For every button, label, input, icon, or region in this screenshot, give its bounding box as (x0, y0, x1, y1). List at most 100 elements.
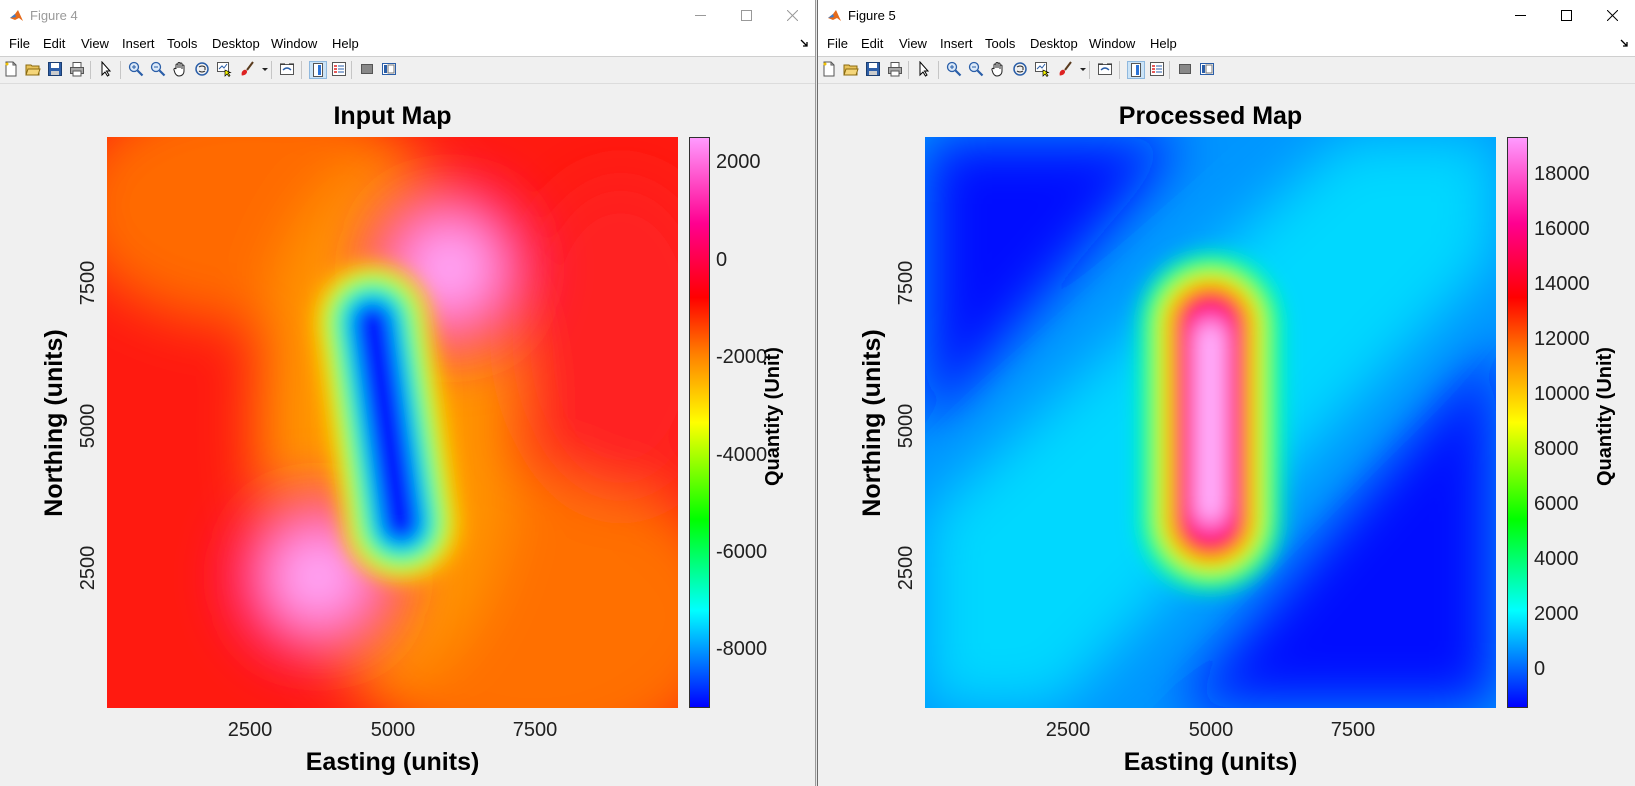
heatmap-region (925, 137, 1185, 437)
menu-edit[interactable]: Edit (43, 36, 66, 51)
zoom-out-icon[interactable] (968, 61, 986, 79)
menu-insert[interactable]: Insert (940, 36, 973, 51)
pan-icon[interactable] (172, 61, 190, 79)
colorbar-tick: 8000 (1534, 438, 1579, 460)
colorbar-tick: 0 (716, 249, 728, 271)
colorbar-tick: 4000 (1534, 548, 1579, 570)
data-cursor-icon[interactable] (216, 61, 234, 79)
save-icon[interactable] (47, 61, 65, 79)
menu-view[interactable]: View (81, 36, 109, 51)
open-file-icon[interactable] (25, 61, 43, 79)
new-file-icon[interactable] (821, 61, 839, 79)
colorbar-gradient (1508, 138, 1527, 707)
x-axis-label: Easting (units) (1123, 748, 1298, 776)
zoom-in-icon[interactable] (946, 61, 964, 79)
edit-plot-icon[interactable] (916, 61, 934, 79)
colorbar-label: Quantity (Unit) (762, 347, 784, 486)
plot-title: Processed Map (1118, 102, 1303, 130)
menu-help[interactable]: Help (332, 36, 359, 51)
figure-5-window: Figure 5 File Edit View Insert Tools Des… (817, 0, 1635, 786)
heatmap-region (520, 176, 678, 497)
menu-window[interactable]: Window (271, 36, 318, 51)
menu-bar: File Edit View Insert Tools Desktop Wind… (818, 31, 1635, 57)
menu-tools[interactable]: Tools (167, 36, 198, 51)
hide-plot-tools-icon[interactable] (1177, 61, 1195, 79)
colorbar-tick: 6000 (1534, 493, 1579, 515)
menu-file[interactable]: File (827, 36, 848, 51)
toolbar-separator (351, 61, 352, 79)
minimize-button[interactable] (677, 0, 723, 31)
dock-arrow-icon[interactable] (799, 37, 809, 49)
save-icon[interactable] (865, 61, 883, 79)
show-plot-tools-icon[interactable] (1199, 61, 1217, 79)
menu-window[interactable]: Window (1089, 36, 1136, 51)
menu-help[interactable]: Help (1150, 36, 1177, 51)
menu-insert[interactable]: Insert (122, 36, 155, 51)
insert-colorbar-icon[interactable] (309, 61, 327, 79)
toolbar-separator (1119, 61, 1120, 79)
colorbar[interactable] (689, 137, 710, 708)
zoom-out-icon[interactable] (150, 61, 168, 79)
link-plot-icon[interactable] (1097, 61, 1115, 79)
toolbar-separator (271, 61, 272, 79)
close-button[interactable] (769, 0, 815, 31)
brush-dropdown-icon[interactable] (1075, 61, 1086, 79)
new-file-icon[interactable] (3, 61, 21, 79)
colorbar-tick: -2000 (716, 346, 768, 368)
maximize-button[interactable] (723, 0, 769, 31)
insert-legend-icon[interactable] (1149, 61, 1167, 79)
link-plot-icon[interactable] (279, 61, 297, 79)
insert-colorbar-icon[interactable] (1127, 61, 1145, 79)
rotate-3d-icon[interactable] (1012, 61, 1030, 79)
toolbar-separator (1089, 61, 1090, 79)
menu-tools[interactable]: Tools (985, 36, 1016, 51)
toolbar (818, 57, 1635, 84)
colorbar-tick: 0 (1534, 658, 1546, 680)
menu-desktop[interactable]: Desktop (212, 36, 260, 51)
title-bar[interactable]: Figure 4 (0, 0, 815, 31)
close-button[interactable] (1589, 0, 1635, 31)
colorbar-tick: -8000 (716, 638, 768, 660)
edit-plot-icon[interactable] (98, 61, 116, 79)
x-axis-label: Easting (units) (305, 748, 480, 776)
heatmap-contour (353, 302, 420, 543)
data-cursor-icon[interactable] (1034, 61, 1052, 79)
rotate-3d-icon[interactable] (194, 61, 212, 79)
close-icon (1606, 10, 1618, 21)
insert-legend-icon[interactable] (331, 61, 349, 79)
menu-desktop[interactable]: Desktop (1030, 36, 1078, 51)
plot-title: Input Map (333, 102, 452, 130)
x-tick: 2500 (1045, 719, 1091, 741)
heatmap-input-map[interactable] (107, 137, 678, 708)
maximize-icon (1560, 10, 1572, 21)
menu-file[interactable]: File (9, 36, 30, 51)
colorbar-tick: 10000 (1534, 383, 1590, 405)
open-file-icon[interactable] (843, 61, 861, 79)
dock-arrow-icon[interactable] (1619, 37, 1629, 49)
zoom-in-icon[interactable] (128, 61, 146, 79)
title-bar[interactable]: Figure 5 (818, 0, 1635, 31)
x-tick: 5000 (1188, 719, 1234, 741)
menu-bar: File Edit View Insert Tools Desktop Wind… (0, 31, 815, 57)
brush-icon[interactable] (1058, 61, 1076, 79)
heatmap-processed-map[interactable] (925, 137, 1496, 708)
x-tick: 5000 (370, 719, 416, 741)
minimize-button[interactable] (1497, 0, 1543, 31)
brush-icon[interactable] (240, 61, 258, 79)
brush-dropdown-icon[interactable] (257, 61, 268, 79)
colorbar[interactable] (1507, 137, 1528, 708)
hide-plot-tools-icon[interactable] (359, 61, 377, 79)
x-tick: 7500 (1330, 719, 1376, 741)
maximize-button[interactable] (1543, 0, 1589, 31)
menu-view[interactable]: View (899, 36, 927, 51)
colorbar-tick: 14000 (1534, 273, 1590, 295)
print-icon[interactable] (887, 61, 905, 79)
heatmap-region (1175, 337, 1496, 708)
heatmap-canvas (925, 137, 1496, 708)
y-axis-label: Northing (units) (40, 329, 68, 517)
print-icon[interactable] (69, 61, 87, 79)
menu-edit[interactable]: Edit (861, 36, 884, 51)
show-plot-tools-icon[interactable] (381, 61, 399, 79)
colorbar-gradient (690, 138, 709, 707)
pan-icon[interactable] (990, 61, 1008, 79)
